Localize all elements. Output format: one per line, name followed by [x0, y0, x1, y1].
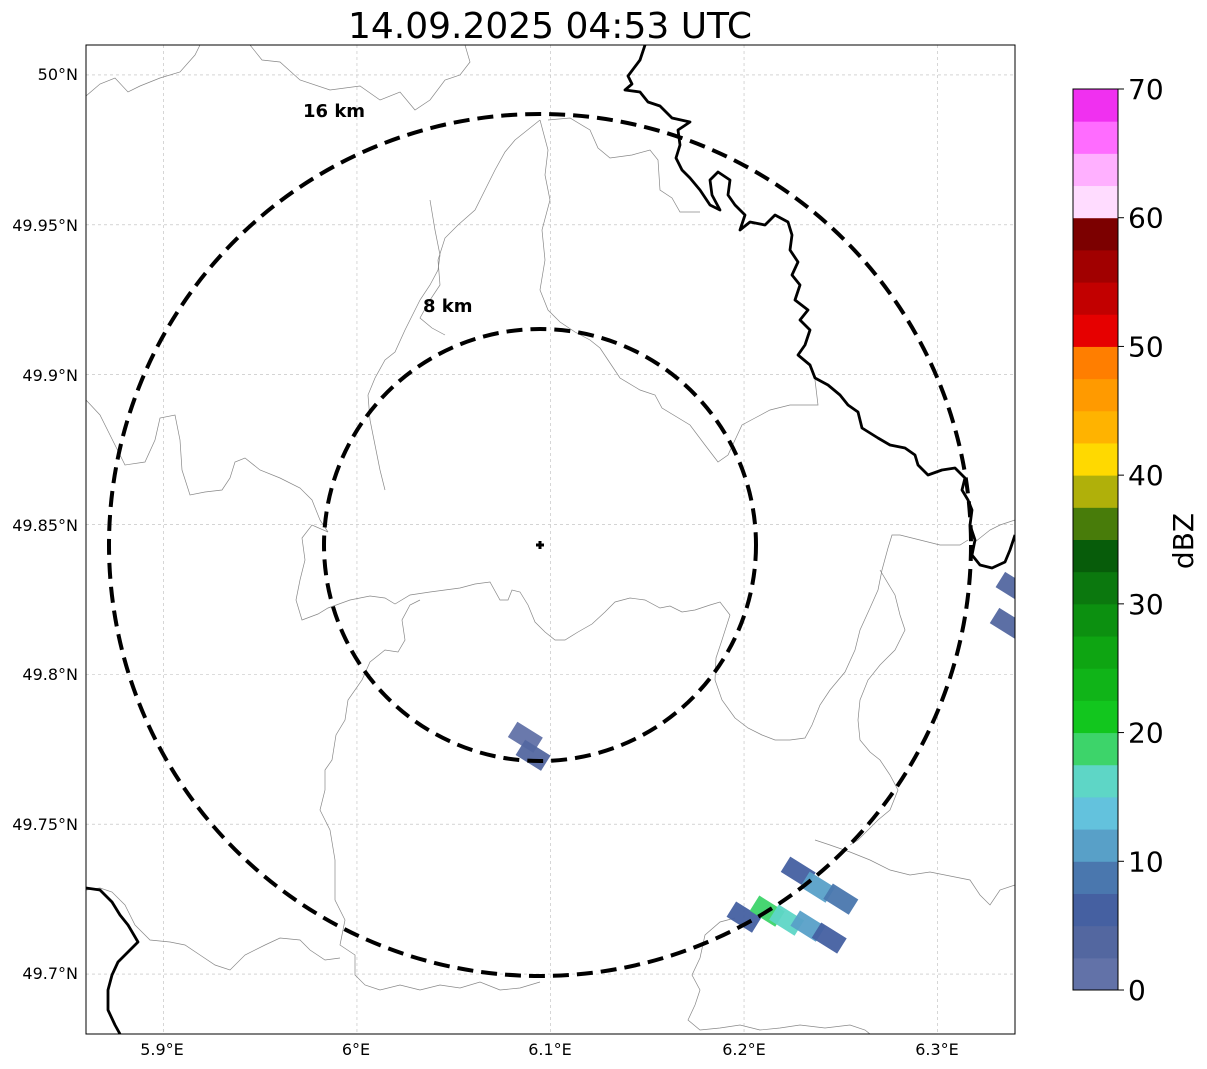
- lat-tick-label: 50°N: [38, 65, 78, 84]
- colorbar: [1073, 89, 1118, 991]
- colorbar-segment: [1073, 957, 1118, 991]
- colorbar-tick-label: 50: [1128, 330, 1164, 363]
- colorbar-ticks: 0 10 20 30 40 50 60 70: [1118, 73, 1164, 1007]
- range-ring-8km-label: 8 km: [423, 296, 473, 317]
- range-rings: [107, 112, 973, 978]
- colorbar-segment: [1073, 410, 1118, 444]
- colorbar-segment: [1073, 829, 1118, 862]
- colorbar-segment: [1073, 314, 1118, 347]
- map-frame: [85, 44, 1016, 1035]
- colorbar-segment: [1073, 893, 1118, 927]
- lon-tick-labels: 5.9°E 6°E 6.1°E 6.2°E 6.3°E: [140, 1040, 959, 1059]
- lon-tick-label: 6°E: [342, 1040, 370, 1059]
- colorbar-tick-label: 20: [1128, 717, 1164, 750]
- colorbar-segment: [1073, 668, 1118, 701]
- colorbar-segment: [1073, 442, 1118, 476]
- colorbar-tick-label: 70: [1128, 73, 1164, 106]
- lon-tick-label: 6.2°E: [722, 1040, 766, 1059]
- colorbar-segment: [1073, 153, 1118, 187]
- colorbar-segment: [1073, 732, 1118, 766]
- colorbar-segment: [1073, 539, 1118, 573]
- colorbar-tick-label: 0: [1128, 974, 1146, 1007]
- gridlines: [86, 45, 1015, 1034]
- range-ring-16km-label: 16 km: [303, 101, 365, 122]
- colorbar-segment: [1073, 89, 1118, 122]
- radar-echo-cell: [989, 607, 1015, 639]
- colorbar-segment: [1073, 121, 1118, 154]
- colorbar-segment: [1073, 700, 1118, 734]
- lat-tick-label: 49.9°N: [22, 366, 78, 385]
- radar-echo-cell: [823, 883, 859, 915]
- lat-tick-label: 49.7°N: [22, 964, 78, 983]
- colorbar-segment: [1073, 249, 1118, 283]
- colorbar-segment: [1073, 346, 1118, 380]
- colorbar-segment: [1073, 571, 1118, 605]
- radar-echo-cell: [995, 571, 1015, 604]
- colorbar-segment: [1073, 378, 1118, 412]
- colorbar-segment: [1073, 925, 1118, 959]
- region-boundaries: [86, 45, 1015, 1034]
- lon-tick-label: 6.1°E: [528, 1040, 572, 1059]
- range-ring-8km: [322, 327, 758, 763]
- colorbar-segment: [1073, 507, 1118, 540]
- radar-echoes: [507, 571, 1015, 954]
- lat-tick-label: 49.75°N: [12, 815, 78, 834]
- radar-echo-cell: [507, 721, 543, 753]
- colorbar-segment: [1073, 636, 1118, 669]
- colorbar-segment: [1073, 796, 1118, 830]
- colorbar-label: dBZ: [1167, 513, 1200, 569]
- colorbar-tick-label: 60: [1128, 202, 1164, 235]
- radar-echo-cell: [726, 901, 762, 933]
- colorbar-tick-label: 10: [1128, 845, 1164, 878]
- colorbar-segment: [1073, 861, 1118, 894]
- lon-tick-label: 6.3°E: [915, 1040, 959, 1059]
- range-ring-16km: [107, 112, 973, 978]
- radar-echo-cell: [515, 739, 551, 771]
- colorbar-tick-label: 30: [1128, 588, 1164, 621]
- lat-tick-label: 49.95°N: [12, 216, 78, 235]
- lat-tick-label: 49.85°N: [12, 516, 78, 535]
- colorbar-tick-label: 40: [1128, 459, 1164, 492]
- colorbar-segment: [1073, 282, 1118, 315]
- colorbar-frame: [1072, 88, 1119, 991]
- map-title: 14.09.2025 04:53 UTC: [348, 6, 752, 47]
- lat-tick-label: 49.8°N: [22, 665, 78, 684]
- radar-site-marker: [536, 541, 544, 549]
- colorbar-segment: [1073, 603, 1118, 637]
- colorbar-segment: [1073, 764, 1118, 798]
- radar-echo-cell: [811, 922, 847, 954]
- colorbar-segment: [1073, 185, 1118, 219]
- lat-tick-labels: 50°N 49.95°N 49.9°N 49.85°N 49.8°N 49.75…: [12, 65, 78, 983]
- country-borders: [86, 45, 1015, 1034]
- colorbar-segment: [1073, 217, 1118, 251]
- lon-tick-label: 5.9°E: [140, 1040, 184, 1059]
- colorbar-segment: [1073, 475, 1118, 508]
